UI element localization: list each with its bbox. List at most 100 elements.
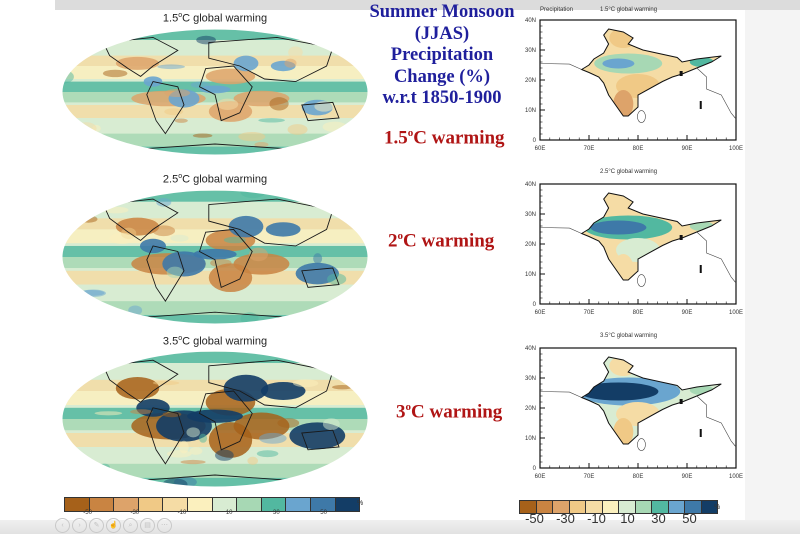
noise-patch xyxy=(258,118,285,123)
precip-band xyxy=(62,419,368,431)
colorbar-tick-label: 30 xyxy=(651,511,666,526)
andaman-islands xyxy=(699,429,702,437)
colorbar-swatch xyxy=(701,501,717,513)
more-options-button[interactable]: ⋯ xyxy=(157,518,172,533)
dry-anomaly xyxy=(208,422,253,458)
noise-patch xyxy=(314,318,336,324)
slide-right-margin xyxy=(745,10,800,534)
previous-slide-button[interactable]: ‹ xyxy=(55,518,70,533)
x-tick-label: 100E xyxy=(729,310,743,316)
y-tick-label: 20N xyxy=(525,242,536,248)
noise-patch xyxy=(174,118,188,123)
precip-band xyxy=(62,379,368,391)
noise-patch xyxy=(166,450,192,458)
noise-patch xyxy=(164,108,184,116)
y-tick-label: 20N xyxy=(525,78,536,84)
x-tick-label: 90E xyxy=(682,146,693,152)
noise-patch xyxy=(313,253,323,264)
noise-patch xyxy=(288,46,303,59)
noise-patch xyxy=(170,234,189,242)
noise-patch xyxy=(130,409,153,415)
noise-patch xyxy=(196,35,216,45)
precip-band xyxy=(62,463,368,478)
coastline xyxy=(208,359,334,409)
next-slide-button[interactable]: › xyxy=(72,518,87,533)
colorbar-swatch xyxy=(619,501,636,513)
noise-patch xyxy=(192,133,213,138)
y-tick-label: 10N xyxy=(525,108,536,114)
wet-anomaly xyxy=(199,85,231,94)
noise-patch xyxy=(109,232,135,245)
india-outline xyxy=(580,192,722,281)
pointer-tool-button[interactable]: ☝ xyxy=(106,518,121,533)
colorbar-swatch xyxy=(685,501,702,513)
colorbar-tick-label: -10 xyxy=(177,510,187,516)
coastline xyxy=(696,67,737,120)
india-map-variable-label: Precipitation xyxy=(540,7,574,13)
precip-zone xyxy=(602,58,635,69)
x-tick-label: 100E xyxy=(729,474,743,480)
x-tick-label: 100E xyxy=(729,146,743,152)
colorbar-swatch xyxy=(310,498,336,511)
headline-line: Precipitation xyxy=(390,45,494,65)
noise-patch xyxy=(157,64,185,70)
colorbar-swatch xyxy=(89,498,115,511)
wet-anomaly xyxy=(187,409,243,423)
india-map-title-3: 3.5°C global warming xyxy=(600,333,658,339)
colorbar-tick-label: 10 xyxy=(620,511,635,526)
noise-patch xyxy=(180,459,206,465)
colorbar-swatch xyxy=(237,498,262,511)
noise-patch xyxy=(67,456,85,466)
x-tick-label: 70E xyxy=(584,310,595,316)
noise-patch xyxy=(344,318,360,324)
slides-grid-button[interactable]: ▤ xyxy=(140,518,155,533)
noise-patch xyxy=(87,472,108,480)
noise-patch xyxy=(247,456,258,465)
dry-anomaly xyxy=(115,56,160,70)
noise-patch xyxy=(332,384,353,390)
precip-band xyxy=(62,92,368,103)
noise-patch xyxy=(186,427,200,438)
noise-patch xyxy=(268,205,285,214)
noise-patch xyxy=(210,258,232,268)
colorbar-tick-label: 10 xyxy=(225,510,233,516)
zoom-button[interactable]: ⌕ xyxy=(123,518,138,533)
precip-band xyxy=(62,218,368,230)
noise-patch xyxy=(124,485,152,487)
dry-anomaly xyxy=(115,377,160,400)
colorbar-tick-label: -50 xyxy=(83,510,92,516)
india-map-title-2: 2.5°C global warming xyxy=(600,169,658,175)
precip-band xyxy=(62,190,368,202)
colorbar-tick-label: 50 xyxy=(682,511,697,526)
sri-lanka-outline xyxy=(637,274,646,287)
noise-patch xyxy=(152,225,176,237)
precip-band xyxy=(62,118,368,131)
colorbar-global-unit: % xyxy=(357,500,364,507)
noise-patch xyxy=(256,450,279,458)
coastline xyxy=(146,81,185,135)
colorbar-tick-label: -50 xyxy=(525,511,544,526)
x-tick-label: 60E xyxy=(535,146,546,152)
noise-patch xyxy=(164,88,191,98)
x-tick-label: 70E xyxy=(584,146,595,152)
precip-band xyxy=(62,314,368,324)
noise-patch xyxy=(238,131,266,142)
precip-band xyxy=(62,447,368,461)
coastline xyxy=(696,231,737,284)
colorbar-tick-label: 50 xyxy=(320,510,327,516)
bangladesh-marker xyxy=(679,71,683,76)
x-tick-label: 70E xyxy=(584,474,595,480)
colorbar-india xyxy=(519,500,718,514)
presentation-toolbar xyxy=(0,520,800,534)
y-tick-label: 0 xyxy=(533,138,537,144)
global-map-title-1: 1.5oC global warming xyxy=(162,12,268,25)
global-precip-map-3p5 xyxy=(61,350,369,488)
pen-tool-button[interactable]: ✎ xyxy=(89,518,104,533)
slide-top-bar xyxy=(55,0,800,10)
coastline xyxy=(301,429,340,451)
colorbar-tick-label: 30 xyxy=(273,510,280,516)
noise-patch xyxy=(287,124,308,135)
noise-patch xyxy=(77,133,102,144)
headline-line: Change (%) xyxy=(393,66,491,87)
x-tick-label: 60E xyxy=(535,474,546,480)
